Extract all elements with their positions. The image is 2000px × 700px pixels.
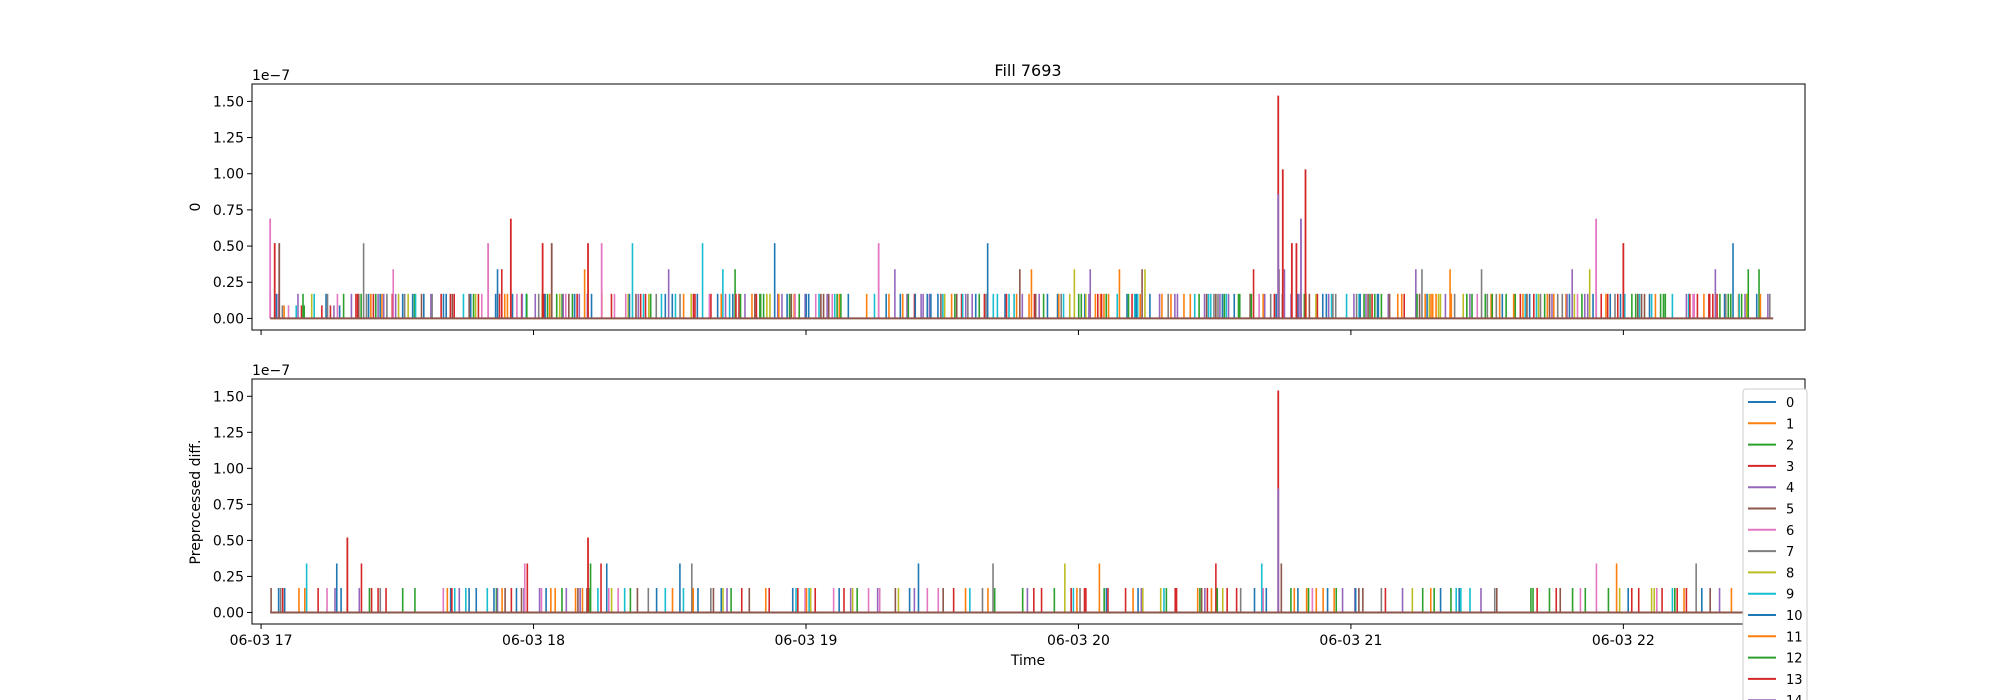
top-panel-y-tick-label: 1.00 (213, 167, 244, 183)
legend-label-7: 7 (1786, 545, 1794, 560)
top-panel-series (269, 95, 1774, 320)
top-panel-frame (251, 83, 1806, 331)
legend-label-13: 13 (1786, 673, 1803, 688)
bottom-panel-y-label: Preprocessed diff. (188, 440, 204, 565)
chart-title: Fill 7693 (994, 61, 1061, 80)
legend-label-3: 3 (1786, 460, 1794, 475)
x-tick-label: 06-03 22 (1592, 633, 1655, 649)
x-tick-label: 06-03 21 (1319, 633, 1382, 649)
x-axis-label: Time (1010, 653, 1045, 669)
legend-label-10: 10 (1786, 609, 1803, 624)
bottom-panel-y-tick-label: 0.00 (213, 605, 244, 621)
legend: 01234567891011121314 (1742, 388, 1808, 700)
bottom-panel-offset-text: 1e−7 (252, 363, 290, 379)
top-panel: 0.00 0.25 0.50 0.75 1.00 1.25 1.50 1e−7 0 (188, 68, 1806, 335)
x-tick-label: 06-03 19 (775, 633, 838, 649)
top-panel-y-tick-label: 0.25 (213, 275, 244, 291)
bottom-panel: 0.00 0.25 0.50 0.75 1.00 1.25 1.50 1e−7 Prepro… (188, 363, 1806, 629)
legend-label-14: 14 (1786, 694, 1803, 700)
bottom-panel-y-tick-label: 1.25 (213, 425, 244, 441)
top-panel-offset-text: 1e−7 (252, 68, 290, 84)
legend-label-9: 9 (1786, 588, 1794, 603)
top-panel-y-tick-label: 0.75 (213, 203, 244, 219)
bottom-panel-series (270, 390, 1805, 614)
x-tick-label: 06-03 17 (230, 633, 293, 649)
top-panel-y-label: 0 (188, 203, 204, 212)
top-panel-y-tick-label: 0.50 (213, 239, 244, 255)
top-panel-y-tick-label: 0.00 (213, 311, 244, 327)
legend-label-0: 0 (1786, 396, 1794, 411)
bottom-panel-y-tick-label: 0.50 (213, 533, 244, 549)
bottom-panel-y-tick-label: 0.75 (213, 497, 244, 513)
legend-label-8: 8 (1786, 566, 1794, 581)
bottom-panel-frame (251, 378, 1806, 625)
bottom-panel-y-tick-label: 1.50 (213, 389, 244, 405)
bottom-panel-y-tick-label: 1.00 (213, 461, 244, 477)
legend-label-1: 1 (1786, 417, 1794, 432)
legend-label-11: 11 (1786, 630, 1803, 645)
legend-label-4: 4 (1786, 481, 1794, 496)
bottom-panel-y-tick-label: 0.25 (213, 569, 244, 585)
top-panel-y-tick-label: 1.25 (213, 131, 244, 147)
x-tick-label: 06-03 18 (502, 633, 565, 649)
x-tick-label: 06-03 20 (1047, 633, 1110, 649)
legend-label-12: 12 (1786, 652, 1803, 667)
legend-label-5: 5 (1786, 503, 1794, 518)
top-panel-y-tick-label: 1.50 (213, 94, 244, 110)
legend-label-6: 6 (1786, 524, 1794, 539)
legend-label-2: 2 (1786, 439, 1794, 454)
